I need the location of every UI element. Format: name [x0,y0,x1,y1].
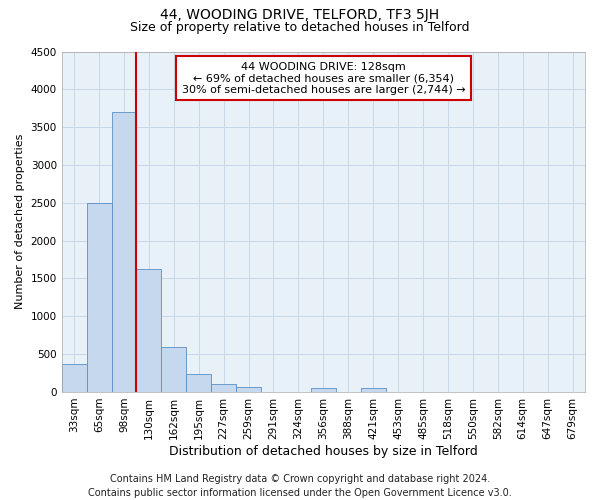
Bar [311,388,336,392]
Bar [361,388,386,392]
Y-axis label: Number of detached properties: Number of detached properties [15,134,25,310]
Text: 44 WOODING DRIVE: 128sqm
← 69% of detached houses are smaller (6,354)
30% of sem: 44 WOODING DRIVE: 128sqm ← 69% of detach… [182,62,465,95]
X-axis label: Distribution of detached houses by size in Telford: Distribution of detached houses by size … [169,444,478,458]
Bar [236,388,261,392]
Bar [186,374,211,392]
Bar [112,112,136,392]
Text: 44, WOODING DRIVE, TELFORD, TF3 5JH: 44, WOODING DRIVE, TELFORD, TF3 5JH [160,8,440,22]
Text: Size of property relative to detached houses in Telford: Size of property relative to detached ho… [130,21,470,34]
Bar [211,384,236,392]
Bar [86,203,112,392]
Text: Contains HM Land Registry data © Crown copyright and database right 2024.
Contai: Contains HM Land Registry data © Crown c… [88,474,512,498]
Bar [62,364,86,392]
Bar [136,270,161,392]
Bar [161,346,186,392]
